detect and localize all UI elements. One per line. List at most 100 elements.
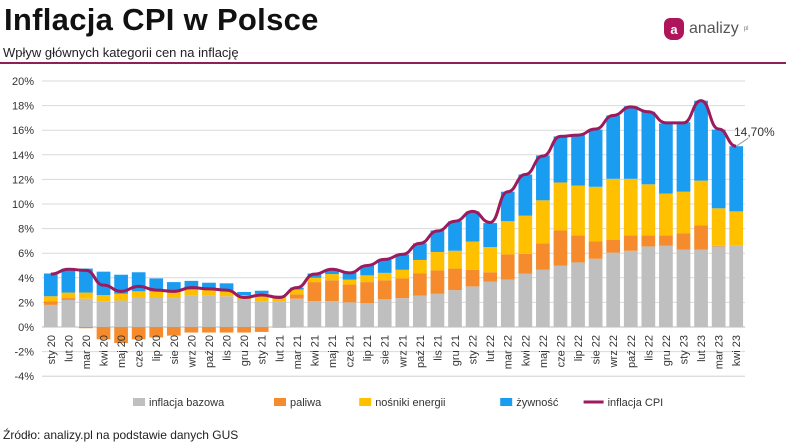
bar-segment-inflacja-bazowa	[465, 286, 480, 327]
bar-segment-paliwa	[360, 282, 374, 304]
bar-segment-żywność	[623, 106, 638, 179]
bar-segment-nośniki-energii	[114, 293, 128, 301]
bar-segment-żywność	[61, 268, 76, 293]
bar-segment-inflacja-bazowa	[377, 299, 392, 327]
bar-segment-inflacja-bazowa	[623, 250, 638, 327]
legend-swatch	[359, 398, 372, 406]
bar-segment-nośniki-energii	[131, 291, 146, 298]
bar-segment-inflacja-bazowa	[518, 273, 533, 327]
bar-segment-paliwa	[79, 327, 93, 329]
bar-segment-paliwa	[500, 254, 515, 280]
bar-segment-nośniki-energii	[430, 251, 445, 271]
bar-segment-żywność	[149, 278, 164, 292]
bar-segment-inflacja-bazowa	[184, 295, 199, 327]
bar-segment-nośniki-energii	[149, 291, 164, 298]
y-tick-label: 16%	[12, 125, 34, 137]
x-tick-label: paź 20	[204, 335, 216, 368]
bar-segment-paliwa	[149, 327, 164, 338]
bar-segment-paliwa	[623, 235, 638, 251]
bar-segment-inflacja-bazowa	[289, 298, 304, 327]
bar-segment-żywność	[729, 146, 744, 212]
bar-segment-paliwa	[536, 243, 550, 270]
y-tick-label: 10%	[12, 199, 34, 211]
x-tick-label: kwi 20	[99, 335, 111, 366]
bar-segment-żywność	[272, 295, 287, 297]
x-tick-label: sie 20	[169, 335, 181, 364]
bar-segment-paliwa	[61, 298, 76, 300]
bar-segment-inflacja-bazowa	[254, 301, 269, 327]
bar-segment-paliwa	[676, 233, 691, 250]
header-divider	[0, 62, 786, 64]
x-tick-label: lip 22	[573, 335, 585, 361]
bar-segment-żywność	[676, 122, 691, 192]
bar-segment-inflacja-bazowa	[219, 296, 234, 327]
bar-segment-inflacja-bazowa	[272, 301, 287, 327]
x-tick-label: lis 22	[643, 335, 655, 361]
x-tick-label: lis 20	[222, 335, 234, 361]
x-tick-label: sie 22	[591, 335, 603, 364]
x-tick-label: wrz 21	[397, 335, 409, 368]
x-tick-label: sty 22	[468, 335, 480, 364]
bar-segment-inflacja-bazowa	[606, 252, 621, 327]
bar-segment-nośniki-energii	[166, 291, 181, 299]
bar-segment-inflacja-bazowa	[166, 298, 181, 327]
bar-segment-nośniki-energii	[325, 274, 339, 281]
bar-segment-inflacja-bazowa	[588, 258, 603, 327]
bar-segment-żywność	[606, 115, 621, 179]
x-tick-label: cze 22	[555, 335, 567, 367]
bar-segment-paliwa	[413, 273, 427, 296]
y-tick-label: -2%	[14, 347, 34, 359]
bar-segment-paliwa	[272, 327, 287, 328]
bar-segment-paliwa	[43, 301, 58, 305]
bar-segment-żywność	[448, 221, 462, 251]
bar-segment-paliwa	[694, 225, 708, 250]
bar-segment-paliwa	[96, 327, 111, 340]
bar-segment-żywność	[342, 272, 357, 280]
logo-suffix: pl	[743, 26, 749, 32]
page-title: Inflacja CPI w Polsce	[4, 2, 319, 37]
bar-segment-paliwa	[184, 327, 199, 333]
bar-segment-nośniki-energii	[202, 289, 216, 296]
bar-segment-paliwa	[237, 327, 251, 333]
bar-segment-żywność	[571, 135, 585, 186]
bar-segment-nośniki-energii	[518, 215, 533, 254]
x-tick-label: sty 21	[257, 335, 269, 364]
bar-segment-inflacja-bazowa	[96, 301, 111, 327]
x-tick-label: gru 22	[661, 335, 673, 366]
bar-segment-inflacja-bazowa	[395, 298, 410, 327]
x-tick-label: lip 20	[151, 335, 163, 361]
x-tick-label: mar 20	[81, 335, 93, 369]
x-tick-label: gru 20	[239, 335, 251, 366]
bar-segment-paliwa	[641, 235, 656, 247]
annotation-leader	[735, 137, 749, 147]
bar-segment-paliwa	[430, 270, 445, 294]
bar-segment-paliwa	[254, 327, 269, 332]
bar-segment-nośniki-energii	[184, 289, 199, 296]
bar-segment-żywność	[711, 129, 726, 209]
bar-segment-nośniki-energii	[623, 178, 638, 236]
bar-segment-żywność	[483, 223, 498, 248]
y-tick-label: 12%	[12, 174, 34, 186]
bar-segment-nośniki-energii	[79, 292, 93, 299]
bar-segment-żywność	[360, 265, 374, 276]
bar-segment-inflacja-bazowa	[430, 293, 445, 327]
bar-segment-nośniki-energii	[606, 178, 621, 240]
bar-segment-żywność	[659, 123, 673, 194]
page-subtitle: Wpływ głównych kategorii cen na inflację	[3, 45, 239, 60]
y-tick-label: 2%	[18, 297, 34, 309]
x-tick-label: wrz 20	[186, 335, 198, 368]
x-tick-label: wrz 22	[608, 335, 620, 368]
bar-segment-nośniki-energii	[711, 208, 726, 246]
bar-segment-nośniki-energii	[61, 292, 76, 299]
bar-segment-żywność	[465, 211, 480, 242]
bar-segment-żywność	[536, 155, 550, 201]
bar-segment-inflacja-bazowa	[641, 246, 656, 327]
x-tick-label: maj 21	[327, 335, 339, 368]
bar-segment-paliwa	[448, 268, 462, 291]
legend-swatch	[133, 398, 145, 406]
x-tick-label: mar 21	[292, 335, 304, 369]
bar-segment-nośniki-energii	[536, 200, 550, 244]
bar-segment-paliwa	[553, 230, 568, 266]
x-tick-label: kwi 21	[309, 335, 321, 366]
bar-segment-żywność	[307, 273, 322, 278]
